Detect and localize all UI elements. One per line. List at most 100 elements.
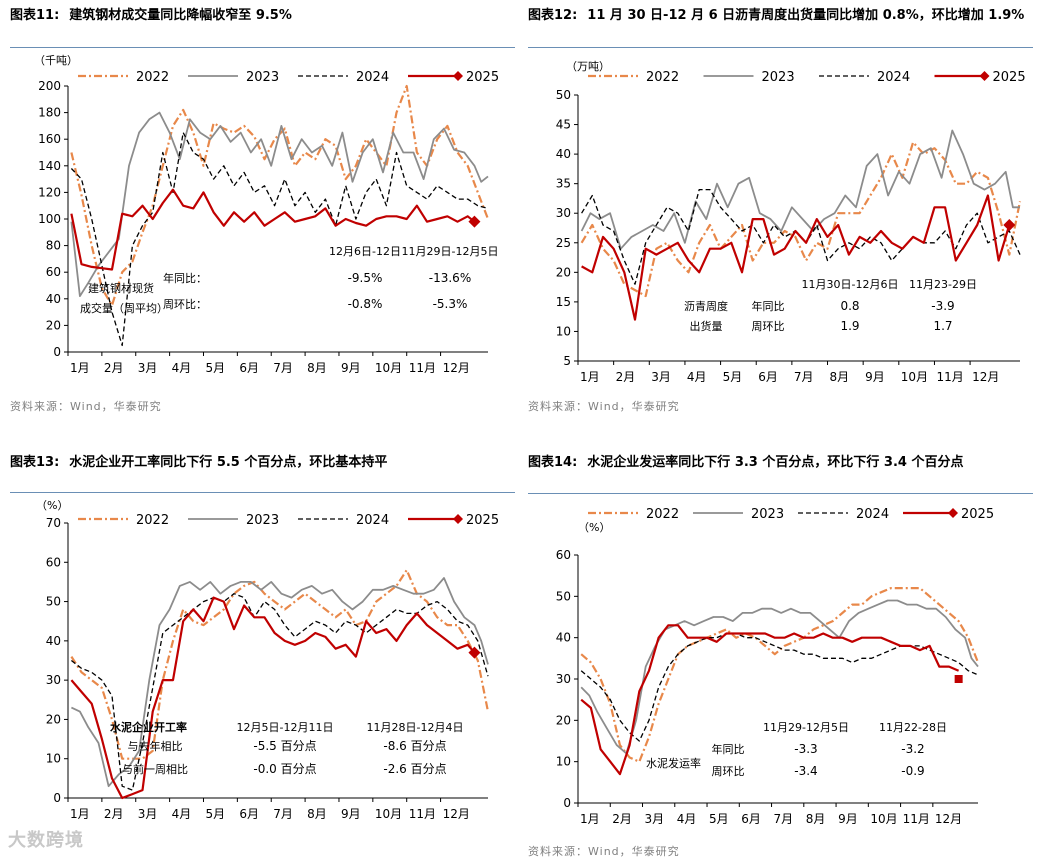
x-tick-label: 7月	[774, 812, 794, 826]
annotation-label: 水泥企业开工率	[110, 720, 187, 734]
series-line-2022	[580, 141, 1022, 298]
annotation-row-label: 年同比	[752, 299, 785, 313]
annotation-header: 11月28日-12月4日	[367, 721, 464, 734]
legend-item-2022: 2022	[78, 70, 169, 85]
legend-item-2025: 2025	[408, 513, 499, 528]
annotation-value: -2.6 百分点	[383, 762, 446, 776]
y-tick-label: 160	[38, 132, 61, 146]
x-tick-label: 7月	[794, 370, 814, 384]
watermark-text: 大数跨境	[8, 830, 84, 851]
annotation-header: 11月30日-12月6日	[802, 278, 899, 291]
y-tick-label: 80	[46, 239, 61, 253]
legend-item-2023: 2023	[188, 513, 279, 528]
x-tick-label: 8月	[307, 361, 327, 375]
x-tick-label: 8月	[307, 807, 327, 821]
annotation-row-label: 周环比	[752, 320, 785, 333]
legend-item-2023: 2023	[693, 507, 784, 522]
legend-label: 2023	[246, 513, 279, 528]
y-tick-label: 40	[556, 631, 571, 645]
legend-label: 2025	[993, 70, 1026, 85]
x-tick-label: 6月	[741, 812, 761, 826]
x-tick-label: 1月	[70, 361, 90, 375]
annotation-row-label: 年同比	[712, 742, 745, 756]
annotation-row-label: 周环比：	[163, 298, 207, 311]
x-tick-label: 10月	[375, 807, 402, 821]
y-axis-unit: （万吨）	[566, 60, 610, 73]
chart-steel-volume: （千吨） 0 20 40 60 80 100 120 140 160 180 200 1月 2月 3月 4月 5…	[34, 54, 499, 375]
x-tick-label: 1月	[580, 812, 600, 826]
x-tick-label: 12月	[935, 812, 962, 826]
y-tick-label: 200	[38, 79, 61, 93]
x-tick-label: 7月	[273, 361, 293, 375]
x-tick-label: 2月	[616, 370, 636, 384]
x-tick-label: 11月	[936, 370, 963, 384]
legend-item-2023: 2023	[703, 70, 795, 85]
y-tick-label: 120	[38, 185, 61, 199]
y-tick-label: 20	[46, 712, 61, 726]
legend-label: 2022	[646, 507, 679, 522]
legend-marker	[948, 508, 958, 518]
y-tick-label: 50	[556, 589, 571, 603]
legend-label: 2024	[856, 507, 889, 522]
x-tick-label: 12月	[443, 807, 470, 821]
x-tick-label: 9月	[341, 361, 361, 375]
x-tick-label: 9月	[865, 370, 885, 384]
y-tick-label: 35	[556, 177, 571, 191]
legend-item-2022: 2022	[588, 507, 679, 522]
series-line-2023	[70, 111, 489, 297]
series-line-2024	[70, 131, 489, 347]
y-axis-unit: （%）	[578, 521, 610, 534]
series-line-2022	[70, 84, 490, 307]
annotation-header: 11月23-29日	[909, 278, 977, 291]
annotation-value: -0.8%	[348, 297, 383, 311]
x-tick-label: 2月	[104, 361, 124, 375]
y-tick-label: 40	[556, 147, 571, 161]
x-tick-label: 6月	[239, 361, 259, 375]
series-line-2023	[580, 599, 979, 755]
y-tick-label: 20	[556, 265, 571, 279]
y-tick-label: 20	[46, 318, 61, 332]
x-tick-label: 11月	[409, 807, 436, 821]
annotation-row-label: 与去年相比	[128, 739, 183, 753]
legend-label: 2025	[466, 70, 499, 85]
annotation-header: 12月5日-12月11日	[237, 721, 334, 734]
annotation-value: -5.5 百分点	[253, 739, 316, 753]
annotation-value: -9.5%	[348, 271, 383, 285]
annotation-value: -3.9	[931, 299, 954, 313]
y-tick-label: 0	[53, 791, 61, 805]
x-tick-label: 4月	[172, 807, 192, 821]
annotation-label: 沥青周度	[684, 299, 728, 313]
x-tick-label: 1月	[580, 370, 600, 384]
x-tick-label: 10月	[870, 812, 897, 826]
y-tick-label: 50	[556, 88, 571, 102]
y-tick-label: 30	[556, 206, 571, 220]
y-tick-label: 45	[556, 118, 571, 132]
x-tick-label: 3月	[651, 370, 671, 384]
y-tick-label: 70	[46, 516, 61, 530]
series-line-2023	[71, 577, 489, 788]
legend-label: 2023	[751, 507, 784, 522]
legend-label: 2023	[246, 70, 279, 85]
annotation-value: -3.2	[901, 742, 924, 756]
x-tick-label: 5月	[709, 812, 729, 826]
chart-source: 资料来源：Wind，华泰研究	[528, 400, 680, 413]
y-tick-label: 0	[53, 345, 61, 359]
series-line-2025	[581, 194, 1011, 321]
y-tick-label: 60	[556, 548, 571, 562]
series-line-2023	[580, 129, 1020, 250]
x-tick-label: 1月	[70, 807, 90, 821]
legend-item-2024: 2024	[298, 70, 389, 85]
chart-cement-operating-rate: （%） 0 10 20 30 40 50 60 70 1月 2月 3月 4月 5月 6月 7月 8月 9月 10月 1…	[36, 499, 499, 821]
annotation-value: -13.6%	[429, 271, 471, 285]
annotation-value: -3.3	[794, 742, 817, 756]
series-line-2025	[70, 596, 476, 800]
chart-cement-shipping-rate: （%） 0 10 20 30 40 50 60 1月 2月 3月 4月 5月 6月 7月 8月 9月 10月 11月…	[556, 507, 994, 826]
legend-item-2024: 2024	[298, 513, 389, 528]
annotation-value: -0.0 百分点	[253, 762, 316, 776]
legend-item-2024: 2024	[819, 70, 910, 85]
y-tick-label: 10	[556, 755, 571, 769]
series-line-2024	[580, 632, 979, 742]
